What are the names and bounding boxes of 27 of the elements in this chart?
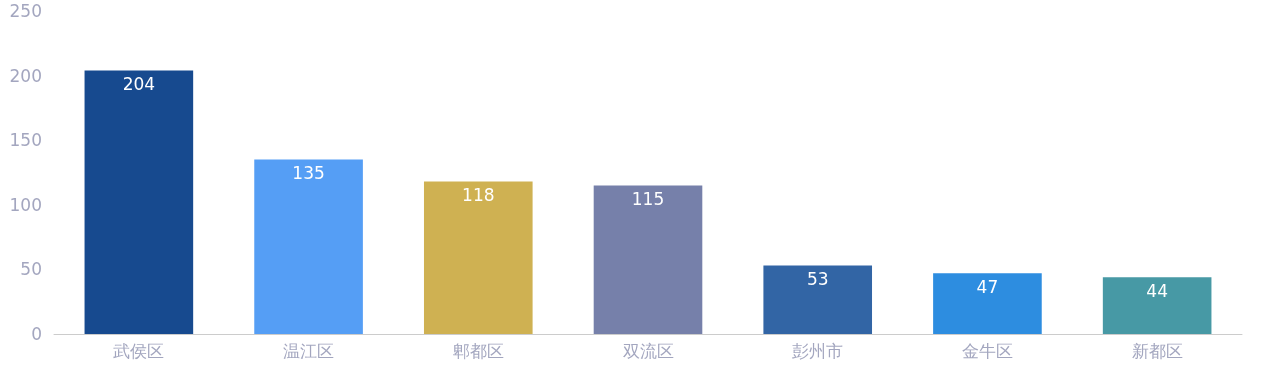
data-label: 204 [122, 73, 156, 94]
data-label: 135 [292, 163, 325, 184]
bar [593, 185, 703, 334]
data-label: 47 [976, 276, 999, 297]
y-tick-label: 50 [20, 259, 42, 280]
data-label: 118 [462, 185, 495, 206]
data-label: 53 [806, 269, 829, 290]
data-label: 115 [631, 188, 665, 209]
data-label: 44 [1146, 280, 1168, 301]
x-tick-label: 新都区 [1131, 340, 1183, 361]
y-tick-label: 150 [9, 130, 42, 151]
bar [1102, 277, 1212, 334]
y-tick-label: 100 [9, 194, 42, 215]
x-tick-label: 双流区 [622, 340, 674, 361]
bar [933, 273, 1042, 334]
bar [423, 181, 533, 334]
x-tick-label: 金牛区 [961, 340, 1013, 361]
bar [254, 159, 363, 334]
x-tick-label: 温江区 [283, 340, 335, 361]
y-tick-label: 0 [31, 324, 42, 344]
y-tick-label: 250 [9, 1, 42, 21]
x-tick-label: 武侯区 [113, 340, 165, 361]
x-tick-label: 彭州市 [792, 340, 844, 361]
bar [763, 265, 873, 334]
x-tick-label: 郫都区 [452, 340, 504, 361]
bar [84, 70, 194, 334]
y-tick-label: 200 [9, 65, 42, 86]
